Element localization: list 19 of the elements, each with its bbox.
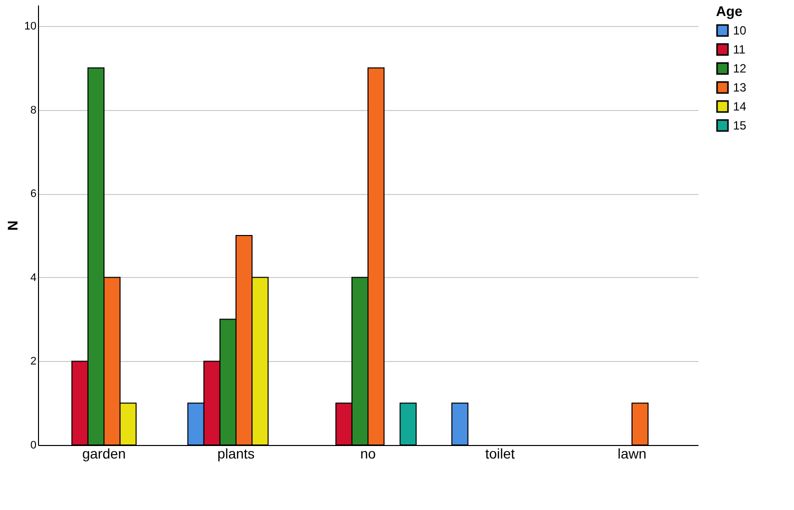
y-tick-label: 0 bbox=[30, 440, 36, 452]
legend-label: 11 bbox=[733, 42, 746, 56]
x-tick-label: no bbox=[360, 446, 376, 462]
y-tick-label: 2 bbox=[30, 356, 36, 368]
x-tick-label: garden bbox=[82, 446, 126, 462]
y-tick-label: 6 bbox=[30, 188, 36, 200]
legend-label: 15 bbox=[733, 118, 747, 132]
y-tick-label: 10 bbox=[24, 20, 36, 32]
legend-label: 10 bbox=[733, 24, 747, 38]
y-axis-title: N bbox=[4, 220, 20, 231]
y-tick-label: 8 bbox=[30, 104, 36, 116]
legend-label: 14 bbox=[733, 100, 747, 114]
x-tick-label: toilet bbox=[485, 446, 515, 462]
legend-label: 12 bbox=[733, 62, 747, 76]
x-tick-label: plants bbox=[217, 446, 255, 462]
legend-label: 13 bbox=[733, 80, 747, 94]
legend-title: Age bbox=[716, 3, 743, 19]
x-tick-label: lawn bbox=[618, 446, 646, 462]
y-tick-label: 4 bbox=[30, 272, 36, 284]
